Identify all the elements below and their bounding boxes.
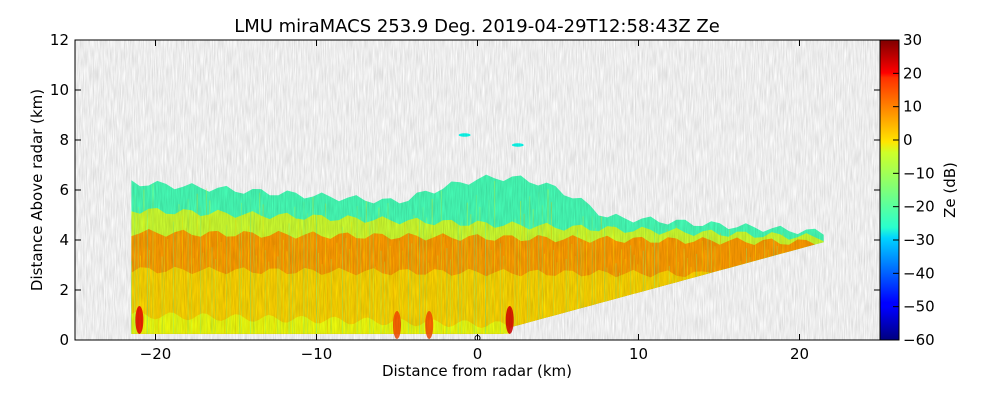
colorbar bbox=[879, 39, 900, 341]
y-tick-label: 6 bbox=[59, 181, 69, 199]
x-tick-label: 20 bbox=[790, 345, 809, 363]
colorbar-ticks: 30 20 10 0 −10 −20 −30 −40 −50 −60 bbox=[893, 31, 935, 349]
colorbar-tick-label: −30 bbox=[903, 231, 935, 249]
colorbar-tick-label: −50 bbox=[903, 298, 935, 316]
colorbar-tick-label: −60 bbox=[903, 331, 935, 349]
y-tick-label: 4 bbox=[59, 231, 69, 249]
x-axis-label: Distance from radar (km) bbox=[382, 362, 572, 380]
y-tick-label: 2 bbox=[59, 281, 69, 299]
y-tick-label: 0 bbox=[59, 331, 69, 349]
colorbar-tick-label: −10 bbox=[903, 164, 935, 182]
y-tick-label: 8 bbox=[59, 131, 69, 149]
y-axis-label: Distance Above radar (km) bbox=[28, 89, 46, 291]
y-tick-label: 10 bbox=[50, 81, 69, 99]
echo-texture bbox=[75, 40, 880, 340]
x-tick-label: 10 bbox=[629, 345, 648, 363]
chart-title: LMU miraMACS 253.9 Deg. 2019-04-29T12:58… bbox=[234, 16, 720, 37]
colorbar-tick-label: 0 bbox=[903, 131, 913, 149]
x-tick-label: 0 bbox=[473, 345, 483, 363]
colorbar-tick-label: 10 bbox=[903, 98, 922, 116]
plot-area bbox=[75, 40, 880, 340]
x-tick-label: −10 bbox=[301, 345, 333, 363]
colorbar-tick-label: −40 bbox=[903, 264, 935, 282]
y-axis: 0 2 4 6 8 10 12 bbox=[50, 31, 880, 349]
colorbar-tick-label: 20 bbox=[903, 64, 922, 82]
colorbar-tick-label: −20 bbox=[903, 198, 935, 216]
colorbar-tick-label: 30 bbox=[903, 31, 922, 49]
x-tick-label: −20 bbox=[140, 345, 172, 363]
colorbar-label: Ze (dB) bbox=[941, 162, 959, 218]
y-tick-label: 12 bbox=[50, 31, 69, 49]
x-axis: −20 −10 0 10 20 bbox=[140, 40, 809, 363]
